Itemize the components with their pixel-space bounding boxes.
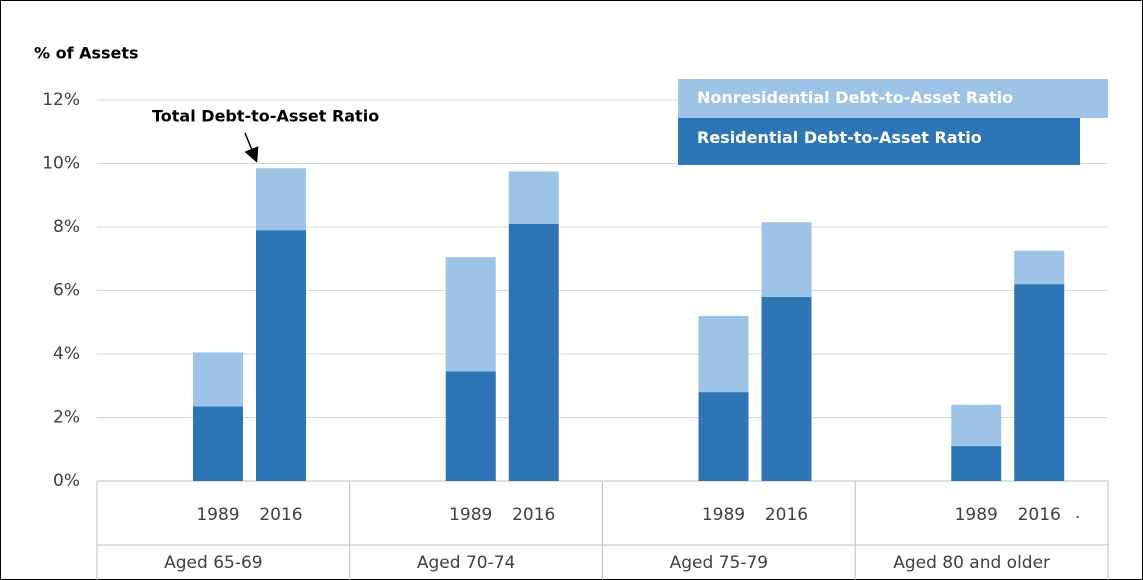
bar-segment — [761, 222, 812, 297]
x-tick-label: 2016 — [259, 505, 302, 525]
bar-segment — [445, 371, 496, 481]
x-tick-label: 2016 — [765, 505, 808, 525]
group-label: Aged 70-74 — [417, 553, 515, 573]
bar-segment — [193, 352, 243, 407]
legend-label: Nonresidential Debt-to-Asset Ratio — [697, 88, 1013, 107]
x-tick-label: 1989 — [955, 505, 998, 525]
bar-segment — [698, 392, 749, 481]
y-axis-title: % of Assets — [34, 44, 139, 63]
bar-segment — [951, 404, 1002, 447]
annotation-arrow — [244, 132, 259, 163]
bar-segment — [951, 446, 1002, 481]
bar-segment — [761, 296, 812, 481]
y-tick-label: 12% — [42, 90, 80, 110]
annotation: . — [1075, 503, 1080, 523]
bar-segment — [508, 223, 559, 481]
legend-box — [678, 116, 1080, 165]
x-tick-label: 1989 — [449, 505, 492, 525]
y-tick-label: 0% — [53, 471, 80, 491]
x-tick-label: 2016 — [512, 505, 555, 525]
y-tick-label: 4% — [53, 344, 80, 364]
group-label: Aged 75-79 — [670, 553, 768, 573]
annotation: Total Debt-to-Asset Ratio — [152, 107, 379, 126]
bar-segment — [445, 257, 496, 372]
y-tick-label: 8% — [53, 217, 80, 237]
y-tick-label: 10% — [42, 154, 80, 174]
x-tick-label: 2016 — [1018, 505, 1061, 525]
x-tick-label: 1989 — [702, 505, 745, 525]
bar-segment — [508, 171, 559, 224]
bar-segment — [1014, 250, 1065, 285]
bar-segment — [256, 230, 306, 481]
group-label: Aged 65-69 — [164, 553, 262, 573]
x-tick-label: 1989 — [196, 505, 239, 525]
y-tick-label: 6% — [53, 281, 80, 301]
y-tick-label: 2% — [53, 408, 80, 428]
bar-segment — [698, 315, 749, 393]
legend-box — [678, 79, 1108, 118]
legend-label: Residential Debt-to-Asset Ratio — [697, 128, 982, 147]
bar-segment — [193, 406, 243, 481]
bar-segment — [256, 168, 306, 231]
bar-segment — [1014, 284, 1065, 481]
group-label: Aged 80 and older — [893, 553, 1050, 573]
